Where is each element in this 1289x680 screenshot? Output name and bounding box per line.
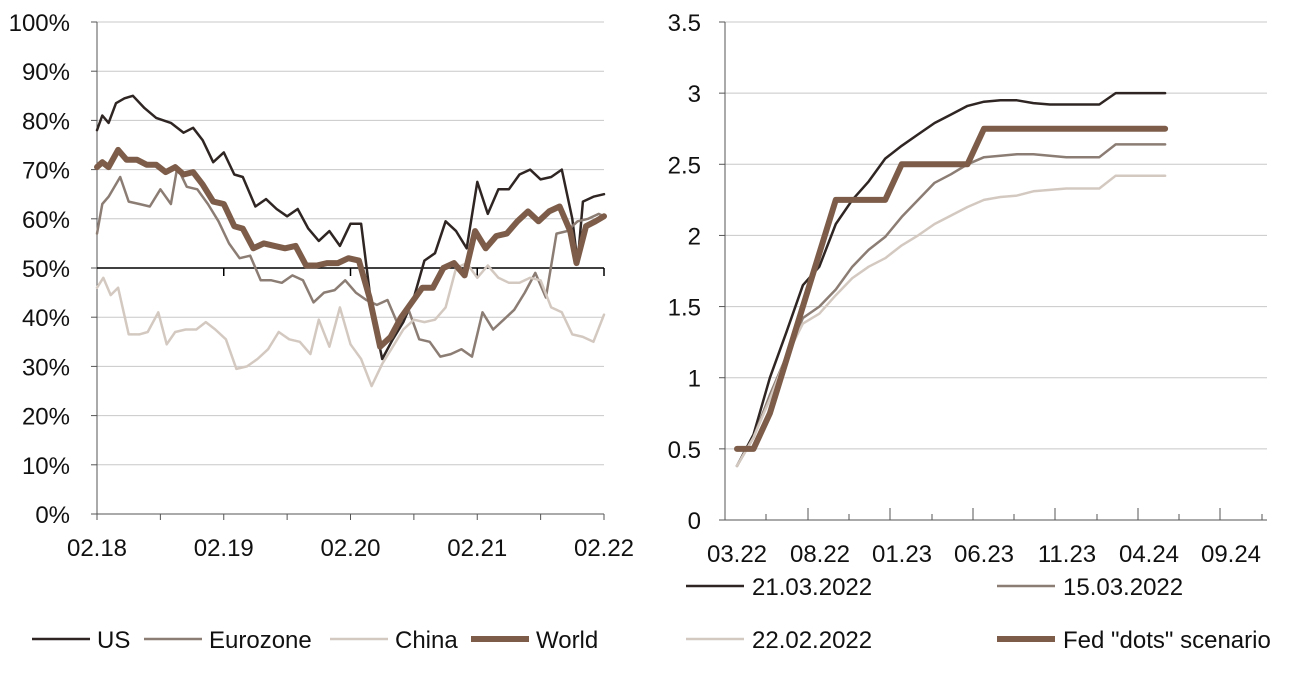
y-tick-label: 40% bbox=[22, 305, 70, 332]
x-tick-label: 02.18 bbox=[67, 535, 127, 562]
x-tick-label: 03.22 bbox=[707, 541, 767, 568]
y-tick-label: 2 bbox=[688, 223, 701, 250]
x-tick-label: 02.20 bbox=[320, 535, 380, 562]
y-tick-label: 0% bbox=[35, 502, 70, 529]
y-tick-label: 3.5 bbox=[668, 10, 701, 37]
series-line-china bbox=[95, 261, 606, 388]
x-tick-label: 02.19 bbox=[194, 535, 254, 562]
y-tick-label: 1.5 bbox=[668, 295, 701, 322]
y-tick-label: 2.5 bbox=[668, 152, 701, 179]
right-legend: 21.03.2022 15.03.2022 22.02.2022 Fed "dots"… bbox=[686, 574, 1271, 654]
y-tick-label: 60% bbox=[22, 207, 70, 234]
x-tick-label: 09.24 bbox=[1201, 541, 1261, 568]
legend-label: 22.02.2022 bbox=[752, 627, 872, 654]
left-chart: 0% 10% 20% 30% 40% 50% 60% 70% 80% 90% 100% 02.18 02… bbox=[9, 10, 634, 562]
x-tick-label: 04.24 bbox=[1119, 541, 1179, 568]
legend-label: 21.03.2022 bbox=[752, 574, 872, 601]
series-line-eurozone bbox=[95, 165, 606, 358]
series-line-world bbox=[94, 146, 607, 350]
right-chart: 0 0.5 1 1.5 2 2.5 3 3.5 03.22 08.22 01.23 06.23 11.2… bbox=[668, 10, 1267, 568]
series-line-0 bbox=[735, 91, 1167, 468]
series-line-2 bbox=[735, 174, 1167, 468]
y-tick-label: 30% bbox=[22, 354, 70, 381]
x-tick-label: 06.23 bbox=[954, 541, 1014, 568]
series-line-3 bbox=[734, 125, 1169, 452]
y-tick-label: 3 bbox=[688, 81, 701, 108]
y-tick-label: 80% bbox=[22, 108, 70, 135]
y-tick-label: 0 bbox=[688, 508, 701, 535]
series-line-us bbox=[95, 94, 606, 361]
legend-label: 15.03.2022 bbox=[1063, 574, 1183, 601]
x-tick-label: 02.21 bbox=[447, 535, 507, 562]
y-tick-label: 70% bbox=[22, 158, 70, 185]
y-tick-label: 50% bbox=[22, 256, 70, 283]
left-legend: US Eurozone China World bbox=[32, 627, 598, 654]
y-tick-label: 100% bbox=[9, 10, 70, 37]
legend-label: China bbox=[395, 627, 458, 654]
y-tick-label: 20% bbox=[22, 404, 70, 431]
x-tick-label: 02.22 bbox=[574, 535, 634, 562]
legend-label: Eurozone bbox=[209, 627, 312, 654]
x-tick-label: 01.23 bbox=[872, 541, 932, 568]
y-tick-label: 0.5 bbox=[668, 437, 701, 464]
y-tick-label: 10% bbox=[22, 453, 70, 480]
series-line-1 bbox=[735, 143, 1167, 468]
x-tick-label: 11.23 bbox=[1038, 541, 1096, 568]
legend-label: World bbox=[536, 627, 598, 654]
y-tick-label: 1 bbox=[688, 366, 701, 393]
y-tick-label: 90% bbox=[22, 59, 70, 86]
x-tick-label: 08.22 bbox=[790, 541, 850, 568]
legend-label: US bbox=[97, 627, 130, 654]
legend-label: Fed "dots" scenario bbox=[1063, 627, 1271, 654]
